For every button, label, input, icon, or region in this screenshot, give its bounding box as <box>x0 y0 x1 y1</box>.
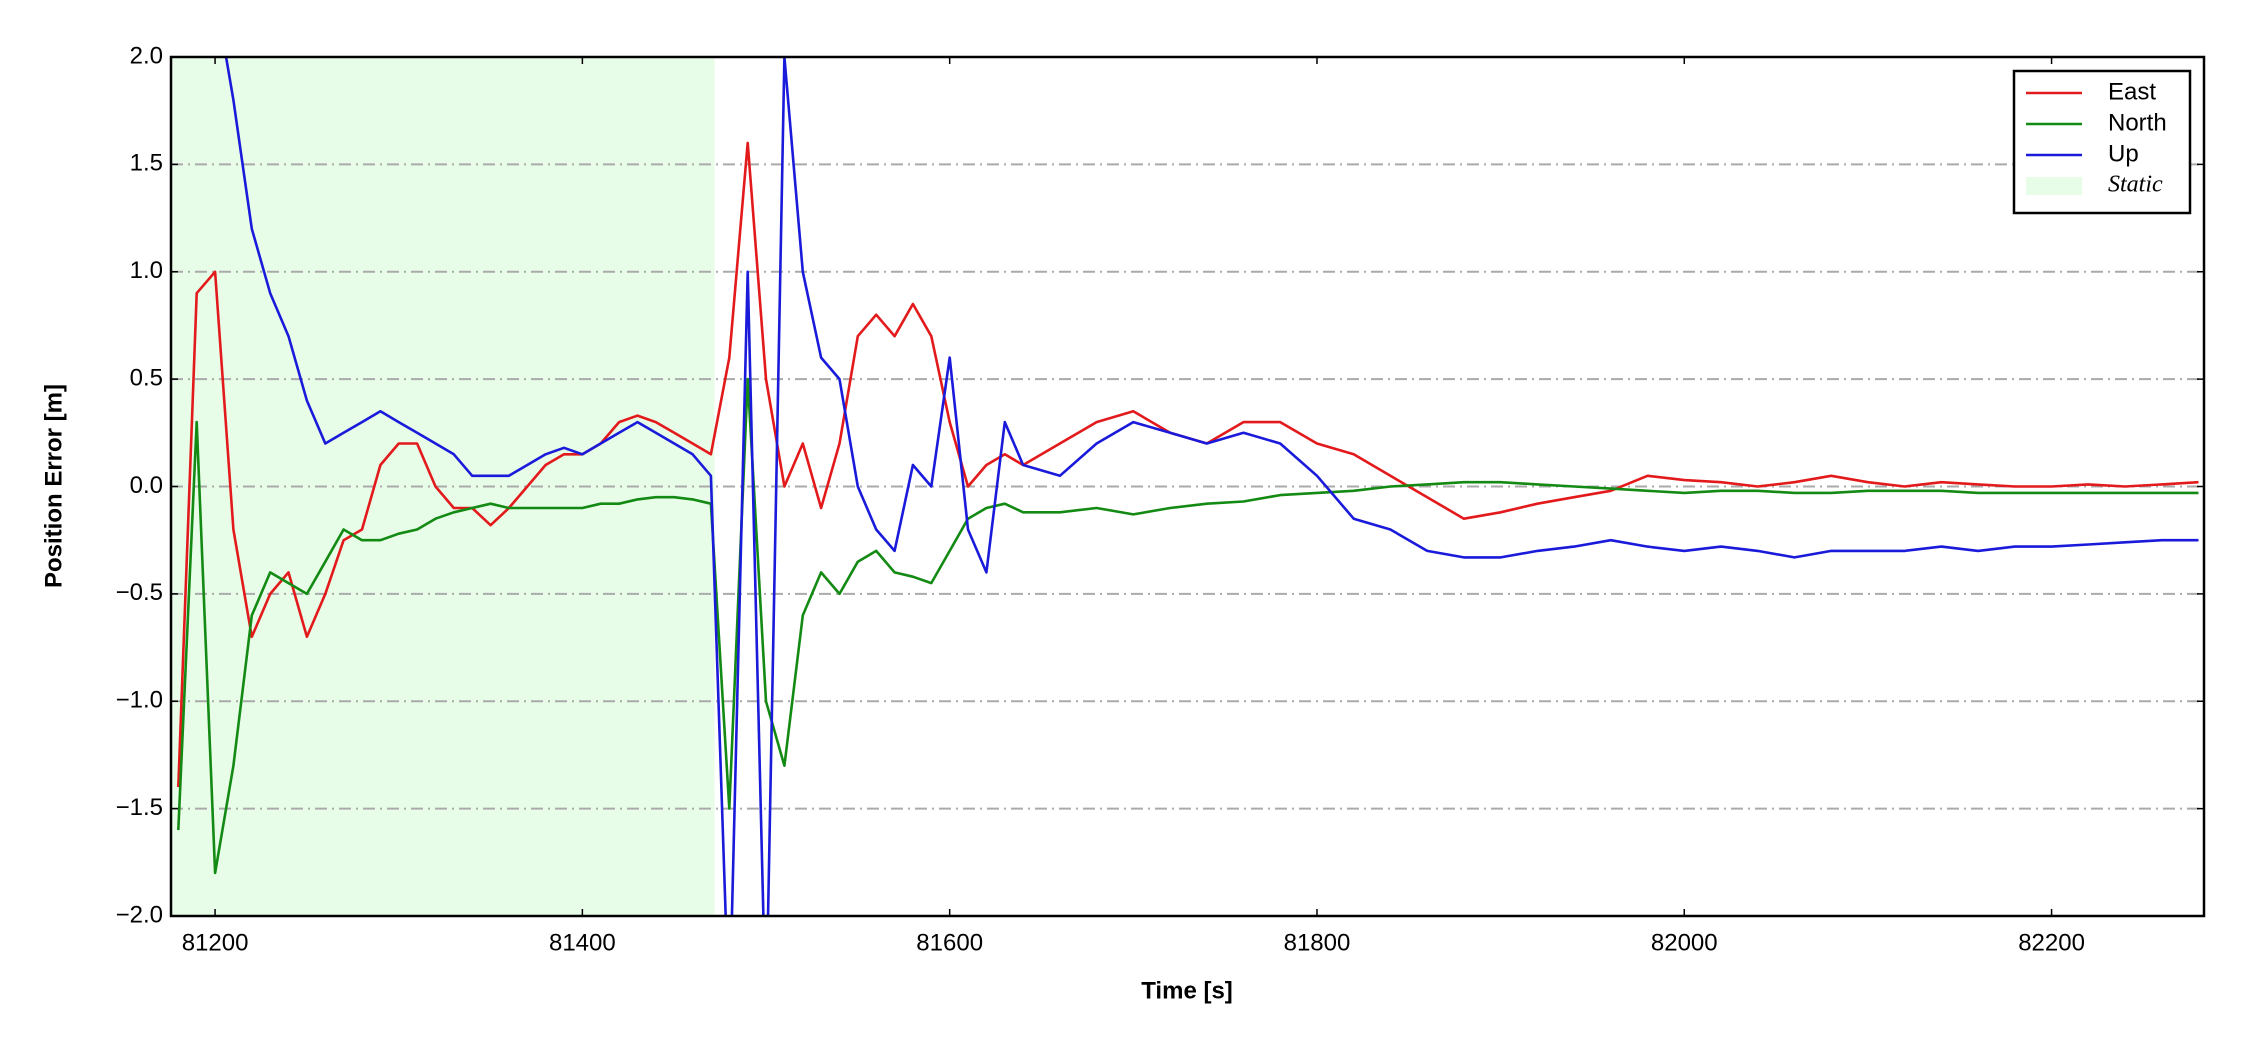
series-line <box>177 141 2199 788</box>
series-line <box>177 377 2199 875</box>
y-tick-label: −1.5 <box>116 794 163 821</box>
x-tick-label: 82000 <box>1651 929 1718 956</box>
x-tick-label: 81200 <box>182 929 249 956</box>
x-tick-label: 81400 <box>549 929 616 956</box>
plot-frame <box>169 55 2206 918</box>
x-tick-label: 81800 <box>1284 929 1351 956</box>
y-tick-label: 0.5 <box>130 364 163 391</box>
y-axis-label: Position Error [m] <box>40 384 67 588</box>
legend-swatch <box>2026 177 2082 195</box>
legend-box <box>2012 69 2192 215</box>
x-tick-label: 82200 <box>2018 929 2085 956</box>
y-tick-label: −2.0 <box>116 901 163 928</box>
series-line <box>178 57 2199 916</box>
legend-label: North <box>2108 109 2167 136</box>
y-tick-label: −0.5 <box>116 579 163 606</box>
y-tick-label: 1.5 <box>130 150 163 177</box>
x-axis-label: Time [s] <box>1141 977 1233 1004</box>
plot-area <box>177 57 2199 916</box>
legend-label: Static <box>2108 172 2163 198</box>
y-tick-label: 1.0 <box>130 257 163 284</box>
y-tick-label: 0.0 <box>130 472 163 499</box>
y-tick-label: −1.0 <box>116 687 163 714</box>
legend-label: East <box>2108 78 2156 105</box>
y-tick-label: 2.0 <box>130 42 163 69</box>
x-tick-label: 81600 <box>916 929 983 956</box>
legend-label: Up <box>2108 140 2139 167</box>
